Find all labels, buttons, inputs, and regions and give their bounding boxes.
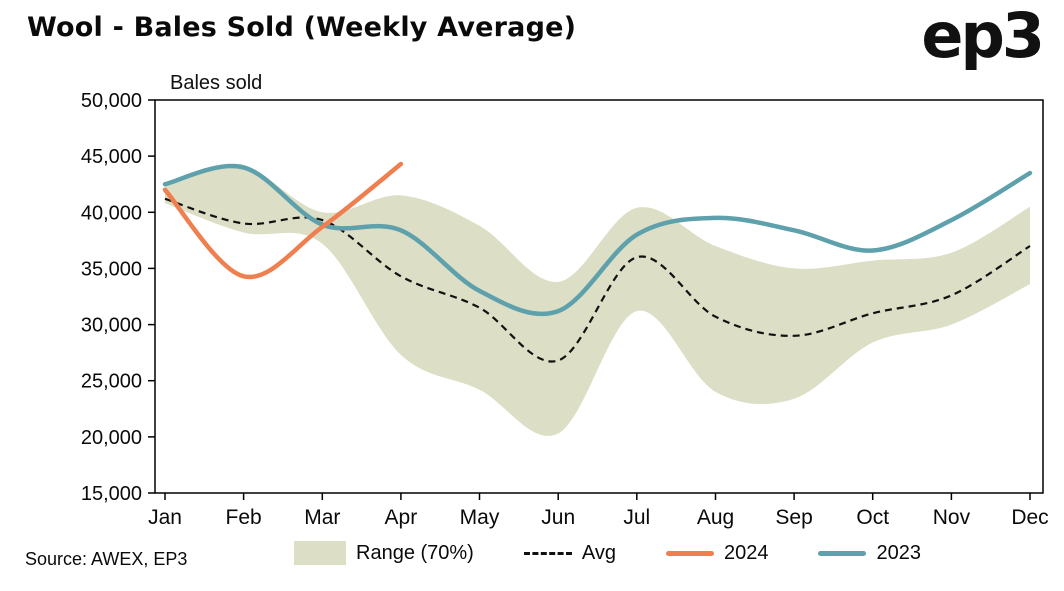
y-tick-label: 45,000 <box>81 146 142 168</box>
y-tick-label: 25,000 <box>81 371 142 393</box>
y-tick-label: 30,000 <box>81 315 142 337</box>
legend: Range (70%) Avg 2024 2023 <box>294 541 921 565</box>
x-tick-label: Jan <box>148 506 182 529</box>
legend-swatch-2024 <box>665 550 714 556</box>
y-tick-label: 15,000 <box>81 483 142 505</box>
x-tick-label: Mar <box>304 506 340 529</box>
legend-label-2024: 2024 <box>723 541 769 564</box>
plot-series-group <box>162 161 1033 436</box>
plot-border <box>154 99 1044 494</box>
y-tick-label: 50,000 <box>81 90 142 112</box>
y-tick-label: 20,000 <box>81 427 142 449</box>
x-tick-label: Nov <box>933 506 971 529</box>
line-2024 <box>162 161 404 280</box>
x-tick-label: Dec <box>1011 506 1048 529</box>
legend-item-2024: 2024 <box>665 541 769 565</box>
x-tick-label: Jul <box>623 506 650 529</box>
chart-title: Wool - Bales Sold (Weekly Average) <box>27 12 577 43</box>
x-tick-label: Apr <box>385 506 418 529</box>
range-band <box>165 166 1030 436</box>
legend-item-avg: Avg <box>523 541 616 565</box>
legend-label-avg: Avg <box>581 541 616 564</box>
line-2023 <box>162 163 1033 317</box>
ep3-logo: ep3 <box>921 0 1045 72</box>
source-note: Source: AWEX, EP3 <box>25 549 188 569</box>
avg-line <box>164 197 1031 363</box>
x-tick-label: Feb <box>226 506 262 529</box>
y-tick-label: 35,000 <box>81 258 142 280</box>
legend-item-range: Range (70%) <box>294 541 474 565</box>
x-tick-label: Sep <box>775 506 812 529</box>
avg-line-swatch <box>523 551 572 555</box>
x-tick-label: Oct <box>856 506 889 529</box>
legend-swatch-2023 <box>818 550 867 556</box>
y-tick-label: 40,000 <box>81 202 142 224</box>
x-tick-label: Jun <box>541 506 575 529</box>
y-axis-title: Bales sold <box>170 72 263 94</box>
legend-item-2023: 2023 <box>818 542 921 565</box>
x-tick-label: May <box>460 506 500 529</box>
range-band-swatch <box>294 541 346 565</box>
legend-label-2023: 2023 <box>876 541 921 564</box>
legend-label-range: Range (70%) <box>356 541 474 564</box>
x-tick-label: Aug <box>697 506 734 529</box>
